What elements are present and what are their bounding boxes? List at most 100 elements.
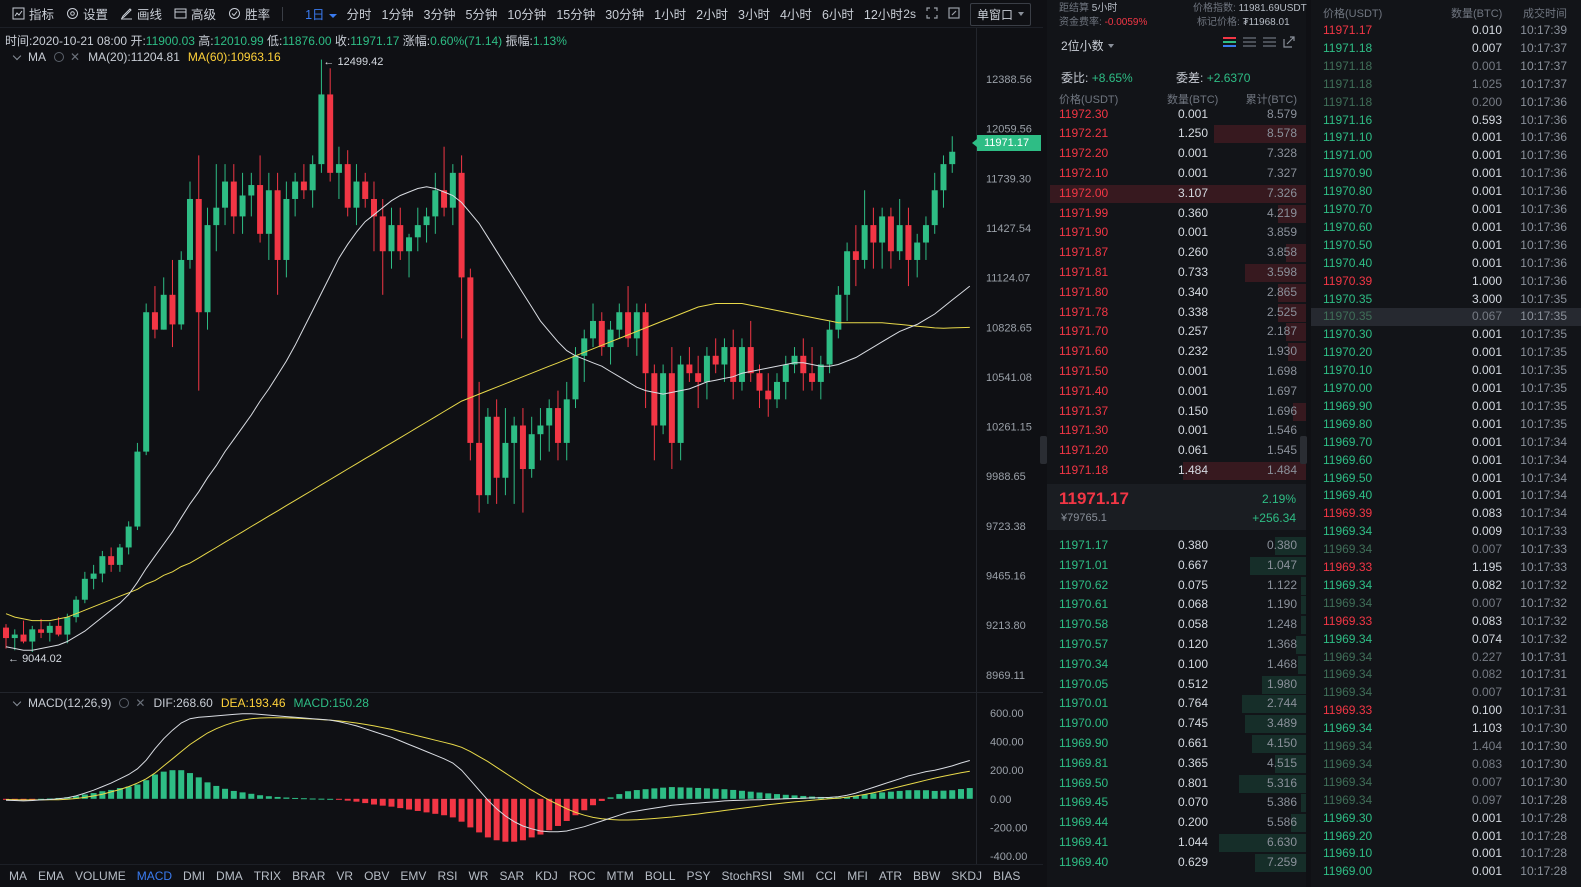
macd-close-icon[interactable]: ✕ bbox=[135, 696, 146, 710]
ask-row[interactable]: 11972.00 3.107 7.326 bbox=[1047, 184, 1306, 204]
indicator-tab[interactable]: ATR bbox=[878, 869, 903, 883]
bid-row[interactable]: 11969.81 0.365 4.515 bbox=[1047, 754, 1306, 774]
ma-close-icon[interactable]: ✕ bbox=[70, 50, 81, 64]
trade-row[interactable]: 11969.34 0.007 10:17:33 bbox=[1311, 541, 1581, 559]
toolbar-tool-settings[interactable]: 设置 bbox=[66, 4, 108, 23]
indicator-tab[interactable]: StochRSI bbox=[721, 869, 773, 883]
indicator-tab[interactable]: SMI bbox=[783, 869, 805, 883]
ask-row[interactable]: 11972.10 0.001 7.327 bbox=[1047, 164, 1306, 184]
ask-row[interactable]: 11971.40 0.001 1.697 bbox=[1047, 382, 1306, 402]
bid-row[interactable]: 11970.62 0.075 1.122 bbox=[1047, 576, 1306, 596]
trade-row[interactable]: 11970.50 0.001 10:17:36 bbox=[1311, 237, 1581, 255]
trade-row[interactable]: 11969.20 0.001 10:17:28 bbox=[1311, 828, 1581, 846]
trade-row[interactable]: 11970.20 0.001 10:17:35 bbox=[1311, 344, 1581, 362]
trade-row[interactable]: 11969.34 0.007 10:17:32 bbox=[1311, 595, 1581, 613]
macd-settings-icon[interactable] bbox=[119, 698, 130, 708]
ask-row[interactable]: 11971.30 0.001 1.546 bbox=[1047, 421, 1306, 441]
indicator-tab[interactable]: CCI bbox=[815, 869, 837, 883]
trade-row[interactable]: 11970.10 0.001 10:17:35 bbox=[1311, 362, 1581, 380]
trade-row[interactable]: 11971.18 0.001 10:17:37 bbox=[1311, 58, 1581, 76]
expand-icon[interactable] bbox=[948, 6, 960, 22]
indicator-tab[interactable]: MFI bbox=[847, 869, 868, 883]
indicator-tab[interactable]: MTM bbox=[606, 869, 634, 883]
trade-row[interactable]: 11969.34 1.103 10:17:30 bbox=[1311, 720, 1581, 738]
bid-row[interactable]: 11971.01 0.667 1.047 bbox=[1047, 556, 1306, 576]
trade-row[interactable]: 11971.00 0.001 10:17:36 bbox=[1311, 147, 1581, 165]
interval-tab[interactable]: 12小时 bbox=[864, 4, 903, 23]
trade-row[interactable]: 11970.40 0.001 10:17:36 bbox=[1311, 255, 1581, 273]
ask-row[interactable]: 11971.80 0.340 2.865 bbox=[1047, 283, 1306, 303]
indicator-tab[interactable]: DMA bbox=[216, 869, 243, 883]
indicator-tab[interactable]: VOLUME bbox=[75, 869, 126, 883]
trade-row[interactable]: 11969.50 0.001 10:17:34 bbox=[1311, 470, 1581, 488]
toolbar-tool-win-rate[interactable]: 胜率 bbox=[228, 4, 270, 23]
ask-row[interactable]: 11971.90 0.001 3.859 bbox=[1047, 223, 1306, 243]
trade-row[interactable]: 11969.34 0.097 10:17:28 bbox=[1311, 792, 1581, 810]
trade-row[interactable]: 11971.18 0.200 10:17:36 bbox=[1311, 94, 1581, 112]
fullscreen-icon[interactable] bbox=[926, 6, 938, 22]
popout-icon[interactable] bbox=[1283, 36, 1296, 48]
decimals-select[interactable]: 2位小数 bbox=[1061, 37, 1114, 54]
trade-row[interactable]: 11970.90 0.001 10:17:36 bbox=[1311, 165, 1581, 183]
trade-row[interactable]: 11969.80 0.001 10:17:35 bbox=[1311, 416, 1581, 434]
indicator-tab[interactable]: EMA bbox=[38, 869, 65, 883]
indicator-tab[interactable]: BBW bbox=[913, 869, 941, 883]
kline-chart[interactable]: 12388.56 12059.56 11739.30 11427.54 11124.07… bbox=[0, 0, 1043, 864]
interval-tab[interactable]: 1日 bbox=[305, 4, 337, 23]
interval-tab[interactable]: 6小时 bbox=[822, 4, 854, 23]
bid-row[interactable]: 11969.41 1.044 6.630 bbox=[1047, 833, 1306, 853]
trade-row[interactable]: 11969.34 0.083 10:17:30 bbox=[1311, 756, 1581, 774]
interval-tab[interactable]: 3小时 bbox=[738, 4, 770, 23]
trade-row[interactable]: 11971.17 0.010 10:17:39 bbox=[1311, 22, 1581, 40]
trade-row[interactable]: 11969.34 0.007 10:17:30 bbox=[1311, 774, 1581, 792]
trade-row[interactable]: 11969.34 0.082 10:17:31 bbox=[1311, 666, 1581, 684]
panel-resize-handle[interactable] bbox=[1040, 436, 1047, 464]
trade-row[interactable]: 11969.33 0.083 10:17:32 bbox=[1311, 613, 1581, 631]
indicator-tab[interactable]: TRIX bbox=[253, 869, 282, 883]
window-mode-select[interactable]: 单窗口 bbox=[969, 2, 1031, 26]
indicator-tab[interactable]: MACD bbox=[136, 869, 173, 883]
bid-row[interactable]: 11970.34 0.100 1.468 bbox=[1047, 655, 1306, 675]
trade-row[interactable]: 11969.34 0.082 10:17:32 bbox=[1311, 577, 1581, 595]
indicator-tab[interactable]: SAR bbox=[499, 869, 525, 883]
panel-resize-handle[interactable] bbox=[1300, 436, 1307, 464]
bid-row[interactable]: 11970.05 0.512 1.980 bbox=[1047, 675, 1306, 695]
trade-row[interactable]: 11970.80 0.001 10:17:36 bbox=[1311, 183, 1581, 201]
trade-row[interactable]: 11971.10 0.001 10:17:36 bbox=[1311, 129, 1581, 147]
trade-row[interactable]: 11971.18 0.007 10:17:37 bbox=[1311, 40, 1581, 58]
interval-tab[interactable]: 5分钟 bbox=[465, 4, 497, 23]
trade-row[interactable]: 11969.70 0.001 10:17:34 bbox=[1311, 434, 1581, 452]
trade-row[interactable]: 11969.30 0.001 10:17:28 bbox=[1311, 810, 1581, 828]
view-bids-icon[interactable] bbox=[1243, 36, 1256, 48]
trade-row[interactable]: 11969.90 0.001 10:17:35 bbox=[1311, 398, 1581, 416]
bid-row[interactable]: 11970.57 0.120 1.368 bbox=[1047, 635, 1306, 655]
trade-row[interactable]: 11970.39 1.000 10:17:36 bbox=[1311, 273, 1581, 291]
bid-row[interactable]: 11969.45 0.070 5.386 bbox=[1047, 793, 1306, 813]
indicator-tab[interactable]: MA bbox=[9, 869, 27, 883]
bid-row[interactable]: 11970.01 0.764 2.744 bbox=[1047, 694, 1306, 714]
bid-row[interactable]: 11970.00 0.745 3.489 bbox=[1047, 714, 1306, 734]
indicator-tab[interactable]: EMV bbox=[400, 869, 427, 883]
trade-row[interactable]: 11970.35 3.000 10:17:35 bbox=[1311, 291, 1581, 309]
trade-row[interactable]: 11970.35 0.067 10:17:35 bbox=[1311, 308, 1581, 327]
indicator-tab[interactable]: VR bbox=[336, 869, 354, 883]
trade-row[interactable]: 11971.16 0.593 10:17:36 bbox=[1311, 112, 1581, 130]
ask-row[interactable]: 11971.20 0.061 1.545 bbox=[1047, 441, 1306, 461]
view-both-icon[interactable] bbox=[1223, 36, 1236, 48]
trade-row[interactable]: 11969.34 0.009 10:17:33 bbox=[1311, 523, 1581, 541]
trade-row[interactable]: 11969.34 0.007 10:17:31 bbox=[1311, 684, 1581, 702]
ask-row[interactable]: 11971.78 0.338 2.525 bbox=[1047, 303, 1306, 323]
ask-row[interactable]: 11971.37 0.150 1.696 bbox=[1047, 402, 1306, 422]
toolbar-tool-indicator[interactable]: 指标 bbox=[12, 4, 54, 23]
ask-row[interactable]: 11971.99 0.360 4.219 bbox=[1047, 204, 1306, 224]
ask-row[interactable]: 11971.81 0.733 3.598 bbox=[1047, 263, 1306, 283]
ask-row[interactable]: 11972.21 1.250 8.578 bbox=[1047, 124, 1306, 144]
view-asks-icon[interactable] bbox=[1263, 36, 1276, 48]
trade-row[interactable]: 11969.60 0.001 10:17:34 bbox=[1311, 452, 1581, 470]
ask-row[interactable]: 11972.20 0.001 7.328 bbox=[1047, 144, 1306, 164]
collapse-chevron-icon[interactable] bbox=[12, 697, 22, 706]
bid-row[interactable]: 11970.61 0.068 1.190 bbox=[1047, 595, 1306, 615]
collapse-chevron-icon[interactable] bbox=[12, 51, 22, 60]
ask-row[interactable]: 11971.50 0.001 1.698 bbox=[1047, 362, 1306, 382]
bid-row[interactable]: 11969.50 0.801 5.316 bbox=[1047, 774, 1306, 794]
